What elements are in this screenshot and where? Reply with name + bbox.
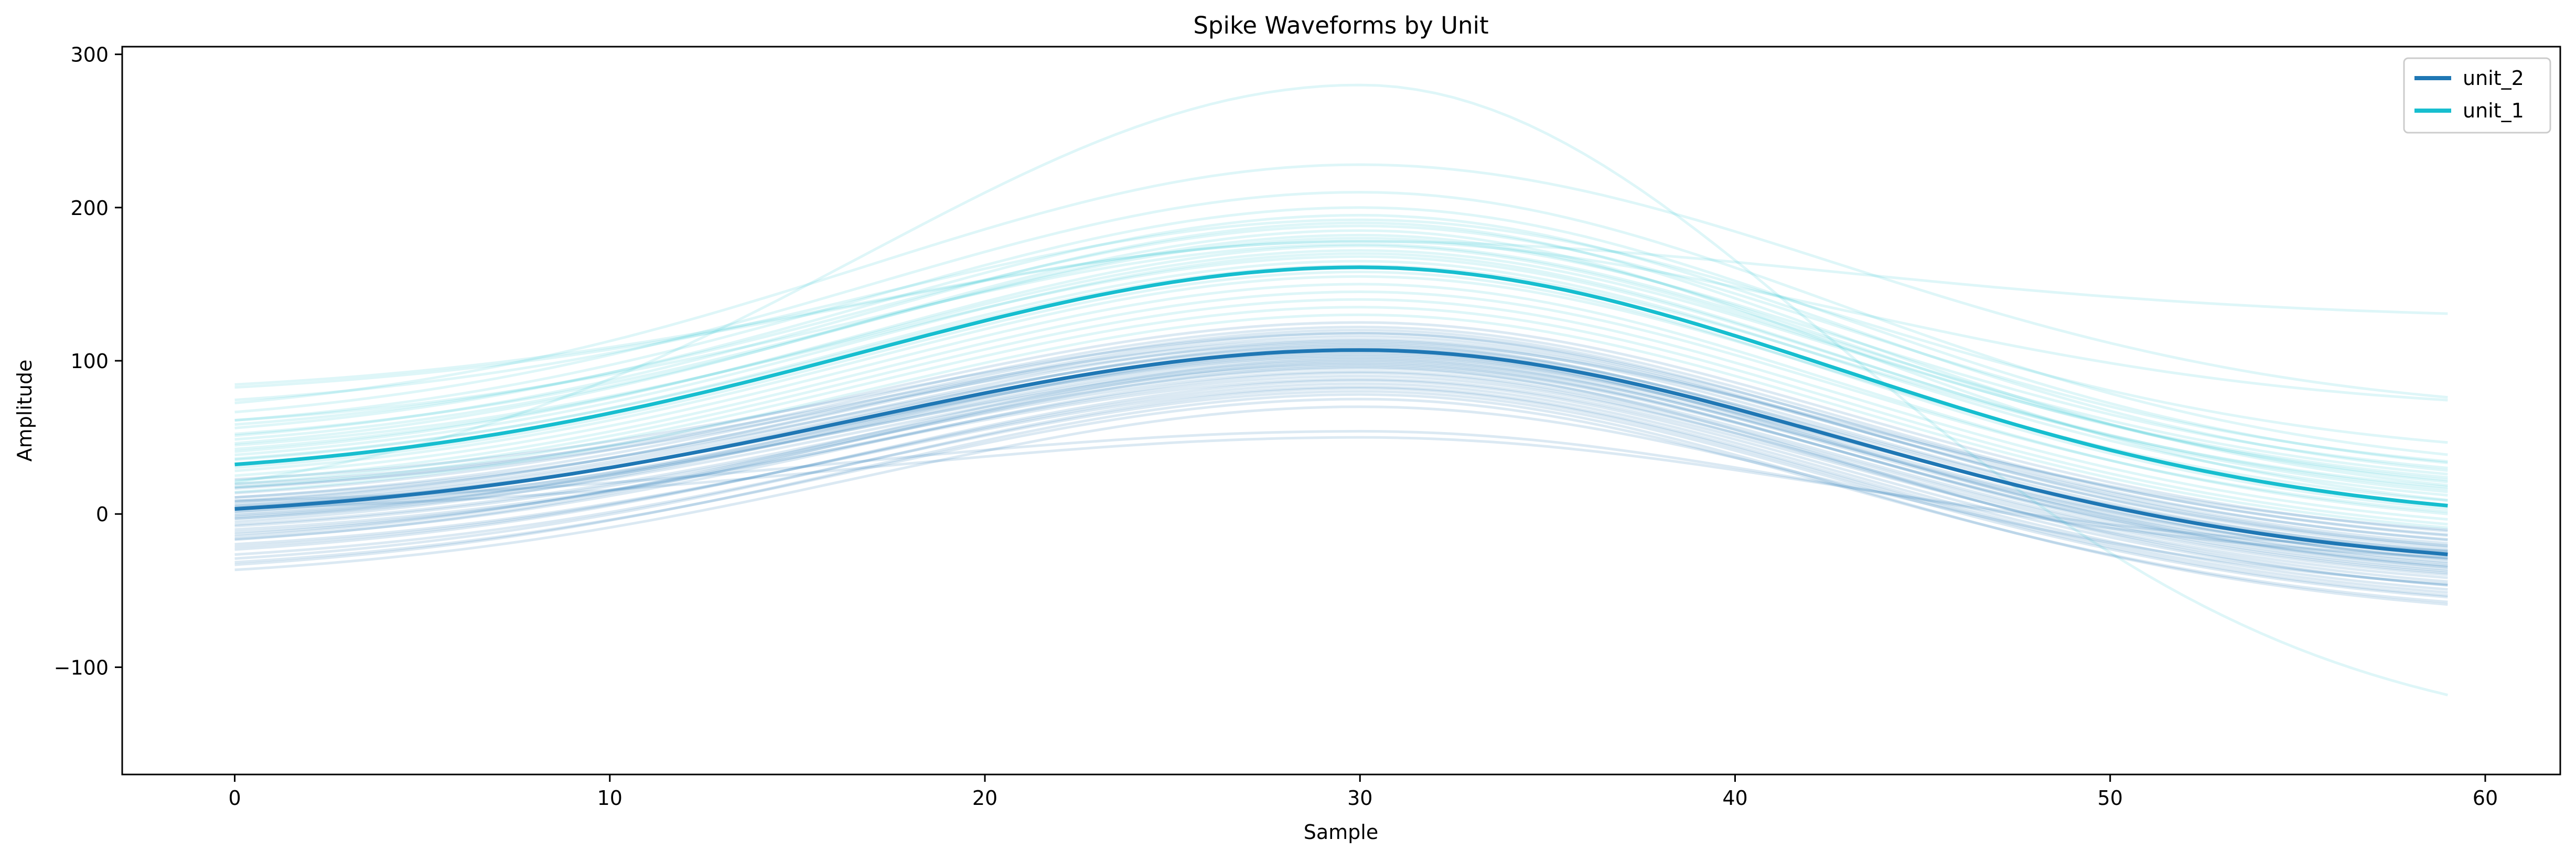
unit_1-trace-20 (234, 83, 2448, 696)
y-tick-label: 200 (70, 197, 109, 220)
unit_2-trace-36 (234, 405, 2448, 586)
unit_2-trace-15 (234, 331, 2448, 547)
unit_1-trace-14 (234, 191, 2448, 456)
y-axis: −100 0 100 200 300 (54, 44, 122, 679)
unit_2-trace-22 (234, 341, 2448, 531)
unit_2-trace-8 (234, 329, 2448, 542)
unit_1-trace-16 (234, 249, 2448, 479)
unit_2-trace-29 (234, 429, 2448, 559)
unit_2-trace-30 (234, 393, 2448, 606)
unit_2-trace-3 (234, 339, 2448, 550)
chart-title: Spike Waveforms by Unit (1193, 12, 1488, 39)
unit_2-trace-20 (234, 382, 2448, 591)
unit_1-trace-19 (234, 236, 2448, 469)
unit_1-trace-24 (234, 255, 2448, 491)
unit_2-trace-6 (234, 362, 2448, 568)
unit_1-trace-23 (234, 306, 2448, 526)
unit_1-trace-9 (234, 213, 2448, 472)
y-tick-label: −100 (54, 656, 109, 679)
unit_2-trace-21 (234, 390, 2448, 599)
unit_1-trace-27 (234, 243, 2448, 476)
unit_2-trace-17 (234, 321, 2448, 533)
unit_2-trace-37 (234, 331, 2448, 536)
unit_1-trace-15 (234, 313, 2448, 529)
unit_1-trace-12 (234, 233, 2448, 483)
y-tick-label: 100 (70, 350, 109, 373)
unit_1-trace-1 (234, 221, 2448, 487)
unit_2-trace-28 (234, 436, 2448, 553)
x-axis-label: Sample (1304, 821, 1378, 844)
plot-frame (121, 46, 2561, 776)
x-tick-label: 50 (2098, 787, 2123, 810)
x-tick-label: 0 (228, 787, 241, 810)
unit_2-trace-12 (234, 374, 2448, 576)
unit_2-mean-line (234, 348, 2448, 556)
unit_1-trace-13 (234, 260, 2448, 497)
unit_2-trace-16 (234, 371, 2448, 583)
x-tick-label: 10 (597, 787, 622, 810)
x-tick-label: 20 (972, 787, 997, 810)
y-tick-label: 0 (96, 503, 109, 526)
x-tick-label: 60 (2473, 787, 2498, 810)
x-tick-label: 40 (1722, 787, 1747, 810)
unit_1-trace-3 (234, 283, 2448, 515)
unit_2-trace-35 (234, 387, 2448, 597)
unit_1-trace-11 (234, 270, 2448, 510)
unit_2-trace-26 (234, 397, 2448, 604)
y-tick-label: 300 (70, 44, 109, 67)
unit_1-trace-4 (234, 206, 2448, 465)
unit_1-trace-21 (234, 290, 2448, 513)
unit_1-trace-25 (234, 240, 2448, 402)
unit_2-trace-31 (234, 370, 2448, 575)
traces-layer (234, 83, 2448, 696)
unit_2-trace-2 (234, 353, 2448, 561)
unit_2-trace-13 (234, 326, 2448, 537)
unit_1-trace-5 (234, 229, 2448, 502)
unit_2-trace-4 (234, 356, 2448, 564)
unit_2-trace-9 (234, 367, 2448, 573)
unit_2-trace-18 (234, 364, 2448, 567)
unit_2-trace-25 (234, 346, 2448, 547)
legend-label-unit_2: unit_2 (2463, 67, 2524, 90)
x-axis: 0 10 20 30 40 50 60 (228, 774, 2498, 810)
unit_2-trace-33 (234, 338, 2448, 541)
legend: unit_2 unit_1 (2403, 57, 2551, 134)
x-tick-label: 30 (1347, 787, 1372, 810)
unit_1-trace-6 (234, 163, 2448, 404)
unit_2-trace-24 (234, 365, 2448, 587)
unit_1-trace-22 (234, 224, 2448, 463)
unit_1-trace-10 (234, 240, 2448, 389)
unit_2-trace-5 (234, 335, 2448, 545)
unit_2-trace-27 (234, 385, 2448, 594)
y-axis-label: Amplitude (13, 360, 36, 462)
unit_1-trace-7 (234, 298, 2448, 521)
unit_1-mean-line (234, 265, 2448, 508)
unit_1-trace-18 (234, 218, 2448, 444)
unit_1-trace-2 (234, 244, 2448, 481)
unit_1-trace-8 (234, 252, 2448, 493)
unit_2-trace-32 (234, 358, 2448, 565)
unit_2-trace-19 (234, 378, 2448, 579)
unit_2-trace-39 (234, 361, 2448, 571)
unit_2-trace-14 (234, 359, 2448, 559)
unit_2-trace-34 (234, 379, 2448, 587)
unit_2-trace-1 (234, 344, 2448, 553)
means-layer (234, 265, 2448, 556)
legend-label-unit_1: unit_1 (2463, 99, 2524, 122)
